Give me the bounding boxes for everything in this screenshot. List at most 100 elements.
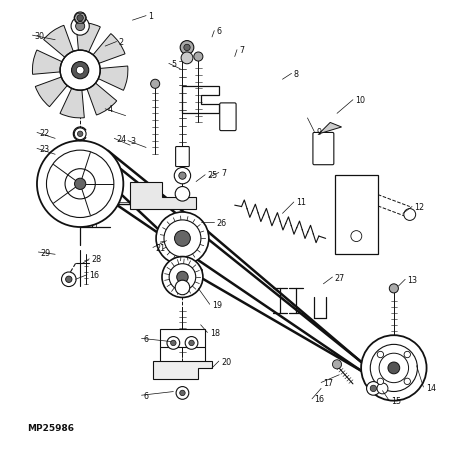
Text: 2: 2 [119,38,124,47]
Text: 11: 11 [296,198,306,207]
Circle shape [184,45,190,51]
Circle shape [176,387,189,399]
Circle shape [46,151,114,218]
Text: 19: 19 [212,300,222,309]
Circle shape [404,379,410,384]
Circle shape [388,362,400,374]
Text: 6: 6 [217,27,221,36]
Text: 16: 16 [89,271,99,280]
Circle shape [37,142,123,228]
Text: 6: 6 [144,391,149,400]
FancyBboxPatch shape [335,175,378,255]
Polygon shape [319,123,342,135]
Text: 1: 1 [148,12,154,21]
Circle shape [74,13,86,25]
Text: 15: 15 [392,396,401,405]
Wedge shape [98,67,128,91]
Wedge shape [76,23,100,54]
Polygon shape [153,361,212,379]
Circle shape [76,67,84,75]
Circle shape [151,80,160,89]
Circle shape [169,264,196,291]
FancyBboxPatch shape [160,329,205,348]
Text: 7: 7 [239,46,245,55]
Circle shape [404,209,416,221]
Text: 10: 10 [355,96,365,105]
Text: 13: 13 [408,275,418,284]
Circle shape [77,15,83,22]
Circle shape [370,385,376,392]
Wedge shape [87,83,117,116]
Circle shape [174,168,191,184]
Circle shape [177,272,188,283]
Text: 3: 3 [130,137,135,146]
Text: 27: 27 [335,273,345,282]
Circle shape [180,41,194,55]
Circle shape [76,22,85,31]
Circle shape [180,390,185,396]
Circle shape [65,277,72,283]
Text: 5: 5 [171,60,176,69]
Wedge shape [35,77,68,107]
Circle shape [379,354,409,383]
Circle shape [175,281,190,295]
FancyBboxPatch shape [313,133,334,165]
Circle shape [65,169,95,199]
Circle shape [62,273,76,287]
Text: 25: 25 [208,171,218,180]
Circle shape [194,53,203,62]
Circle shape [164,220,201,257]
Polygon shape [130,182,196,209]
Text: MP25986: MP25986 [27,424,74,433]
Text: 21: 21 [155,243,165,253]
FancyBboxPatch shape [176,147,189,167]
Text: 14: 14 [426,383,436,392]
Text: 8: 8 [294,70,299,79]
Circle shape [361,335,427,401]
Circle shape [74,179,86,190]
Circle shape [404,352,410,358]
Circle shape [74,129,86,141]
Circle shape [60,51,100,91]
Text: 9: 9 [317,128,322,137]
Wedge shape [92,35,125,65]
Circle shape [185,337,198,349]
Text: 24: 24 [117,135,127,143]
Wedge shape [60,88,84,119]
Text: 22: 22 [39,129,49,138]
Circle shape [377,379,383,384]
Text: 12: 12 [414,202,424,212]
Text: 16: 16 [314,394,324,404]
Circle shape [366,382,380,395]
Text: 28: 28 [91,255,101,264]
Circle shape [71,18,89,36]
Circle shape [377,383,388,394]
Wedge shape [32,51,63,75]
Circle shape [156,212,209,265]
FancyBboxPatch shape [220,104,236,131]
Text: 29: 29 [41,248,51,257]
Text: 6: 6 [144,334,149,343]
Circle shape [370,344,418,392]
Circle shape [175,187,190,202]
Text: 4: 4 [108,105,112,114]
Text: 26: 26 [217,218,227,228]
Circle shape [189,340,194,346]
Text: 7: 7 [221,168,226,177]
Circle shape [171,340,176,346]
Circle shape [72,62,89,80]
Circle shape [179,172,186,180]
Circle shape [174,231,191,247]
Circle shape [181,53,193,65]
Text: 23: 23 [39,145,49,153]
Text: 17: 17 [323,378,334,387]
Circle shape [77,132,83,137]
Wedge shape [44,26,73,59]
Circle shape [389,284,398,293]
Text: 18: 18 [210,328,220,337]
Circle shape [162,257,203,298]
Text: 30: 30 [35,31,45,40]
Circle shape [167,337,180,349]
Circle shape [377,352,383,358]
Circle shape [351,231,362,242]
